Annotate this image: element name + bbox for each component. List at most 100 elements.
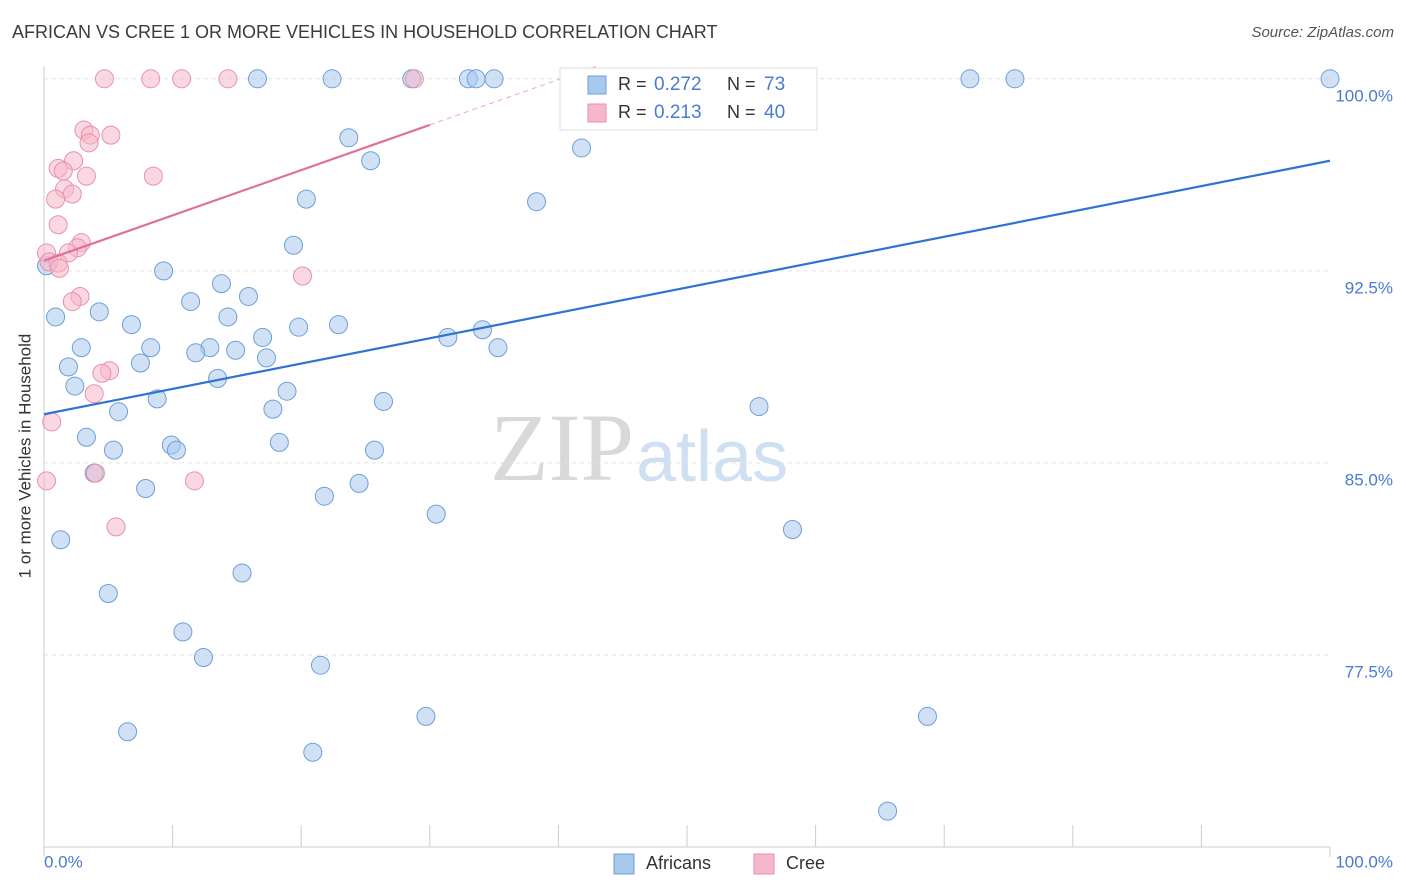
point <box>58 357 78 377</box>
y-tick-label: 92.5% <box>1345 278 1393 297</box>
point <box>365 440 385 460</box>
legend-r-value: 0.272 <box>654 74 702 95</box>
legend-r-value: 0.213 <box>654 102 702 123</box>
point <box>527 192 547 212</box>
y-axis-label: 1 or more Vehicles in Household <box>15 334 34 579</box>
point <box>283 235 303 255</box>
point <box>147 389 167 409</box>
legend-swatch <box>587 75 607 95</box>
point <box>226 340 246 360</box>
point <box>749 397 769 417</box>
y-tick-label: 100.0% <box>1335 86 1393 105</box>
point <box>51 530 71 550</box>
point <box>878 801 898 821</box>
point <box>143 166 163 186</box>
point <box>76 166 96 186</box>
point <box>277 381 297 401</box>
point <box>76 427 96 447</box>
point <box>42 412 62 432</box>
point <box>310 655 330 675</box>
point <box>438 327 458 347</box>
point <box>46 189 66 209</box>
point <box>79 133 99 153</box>
y-tick-label: 85.0% <box>1345 470 1393 489</box>
legend-n-value: 40 <box>764 102 785 123</box>
legend-n-label: N = <box>727 74 756 94</box>
point <box>488 338 508 358</box>
point <box>71 338 91 358</box>
point <box>109 402 129 422</box>
point <box>136 479 156 499</box>
legend-n-value: 73 <box>764 74 785 95</box>
point <box>218 307 238 327</box>
point <box>1320 69 1340 89</box>
watermark: atlas <box>636 417 788 497</box>
point <box>106 517 126 537</box>
point <box>173 622 193 642</box>
point <box>1005 69 1025 89</box>
point <box>269 432 289 452</box>
point <box>960 69 980 89</box>
point <box>416 706 436 726</box>
x-tick-label: 100.0% <box>1335 852 1393 871</box>
legend-swatch <box>753 853 775 875</box>
point <box>232 563 252 583</box>
point <box>289 317 309 337</box>
point <box>53 161 73 181</box>
y-tick-label: 77.5% <box>1345 662 1393 681</box>
point <box>84 384 104 404</box>
point <box>118 722 138 742</box>
point <box>263 399 283 419</box>
point <box>193 648 213 668</box>
point <box>211 274 231 294</box>
point <box>141 69 161 89</box>
point <box>46 307 66 327</box>
point <box>572 138 592 158</box>
point <box>85 463 105 483</box>
point <box>121 315 141 335</box>
point <box>89 302 109 322</box>
point <box>484 69 504 89</box>
point <box>103 440 123 460</box>
point <box>62 292 82 312</box>
point <box>314 486 334 506</box>
point <box>48 215 68 235</box>
point <box>166 440 186 460</box>
point <box>92 363 112 383</box>
point <box>256 348 276 368</box>
point <box>218 69 238 89</box>
point <box>404 69 424 89</box>
point <box>65 376 85 396</box>
point <box>141 338 161 358</box>
point <box>154 261 174 281</box>
legend-swatch <box>587 103 607 123</box>
point <box>172 69 192 89</box>
legend-label: Cree <box>786 853 825 873</box>
point <box>328 315 348 335</box>
point <box>101 125 121 145</box>
legend-swatch <box>613 853 635 875</box>
point <box>186 343 206 363</box>
point <box>782 519 802 539</box>
point <box>37 471 57 491</box>
trend-line <box>43 159 1331 416</box>
point <box>253 327 273 347</box>
chart-title: AFRICAN VS CREE 1 OR MORE VEHICLES IN HO… <box>12 22 717 42</box>
point <box>339 128 359 148</box>
point <box>130 353 150 373</box>
point <box>426 504 446 524</box>
legend-label: Africans <box>646 853 711 873</box>
point <box>62 184 82 204</box>
legend-r-label: R = <box>618 74 647 94</box>
point <box>49 258 69 278</box>
point <box>303 742 323 762</box>
point <box>292 266 312 286</box>
point <box>238 286 258 306</box>
point <box>917 706 937 726</box>
point <box>374 391 394 411</box>
point <box>247 69 267 89</box>
point <box>181 292 201 312</box>
point <box>94 69 114 89</box>
point <box>466 69 486 89</box>
